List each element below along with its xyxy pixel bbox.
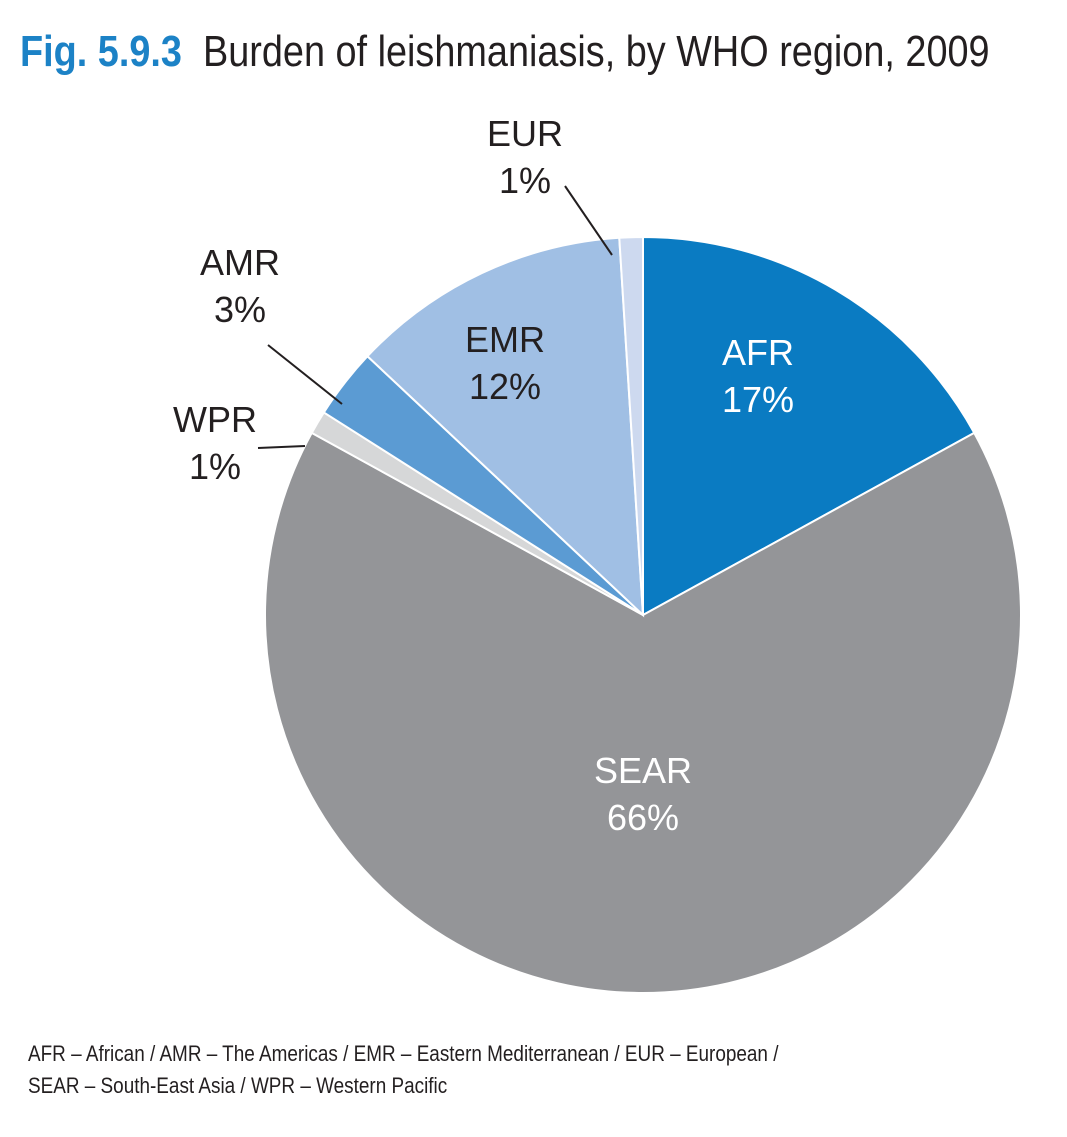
footnote-line-1: AFR – African / AMR – The Americas / EMR… <box>28 1041 779 1066</box>
slice-label-sear: SEAR <box>594 750 692 791</box>
slice-label-amr: AMR <box>200 242 280 283</box>
figure-title-text: Burden of leishmaniasis, by WHO region, … <box>202 27 990 76</box>
footnote: AFR – African / AMR – The Americas / EMR… <box>28 1038 778 1102</box>
pie-slices <box>264 235 1022 994</box>
leader-line-eur <box>564 185 613 256</box>
slice-labels: AFR 17% SEAR 66% WPR 1% AMR 3% EMR 12% EUR 1% <box>173 113 794 838</box>
slice-value-eur: 1% <box>499 160 551 201</box>
footnote-line-2: SEAR – South-East Asia / WPR – Western P… <box>28 1073 448 1098</box>
slice-label-wpr: WPR <box>173 399 257 440</box>
slice-value-wpr: 1% <box>189 446 241 487</box>
leader-line-amr <box>267 344 343 405</box>
leader-line-wpr <box>257 445 306 449</box>
pie-slice-eur <box>618 235 644 616</box>
slice-value-sear: 66% <box>607 797 679 838</box>
slice-label-emr: EMR <box>465 319 545 360</box>
leader-lines <box>257 185 613 449</box>
figure-number: Fig. 5.9.3 <box>20 27 182 76</box>
chart-title: Fig. 5.9.3 Burden of leishmaniasis, by W… <box>20 22 990 82</box>
slice-value-afr: 17% <box>722 379 794 420</box>
pie-slice-sear <box>264 431 1022 994</box>
slice-value-amr: 3% <box>214 289 266 330</box>
pie-slice-afr <box>642 235 976 617</box>
pie-slice-emr <box>366 236 645 618</box>
slice-value-emr: 12% <box>469 366 541 407</box>
slice-label-eur: EUR <box>487 113 563 154</box>
slice-label-afr: AFR <box>722 332 794 373</box>
